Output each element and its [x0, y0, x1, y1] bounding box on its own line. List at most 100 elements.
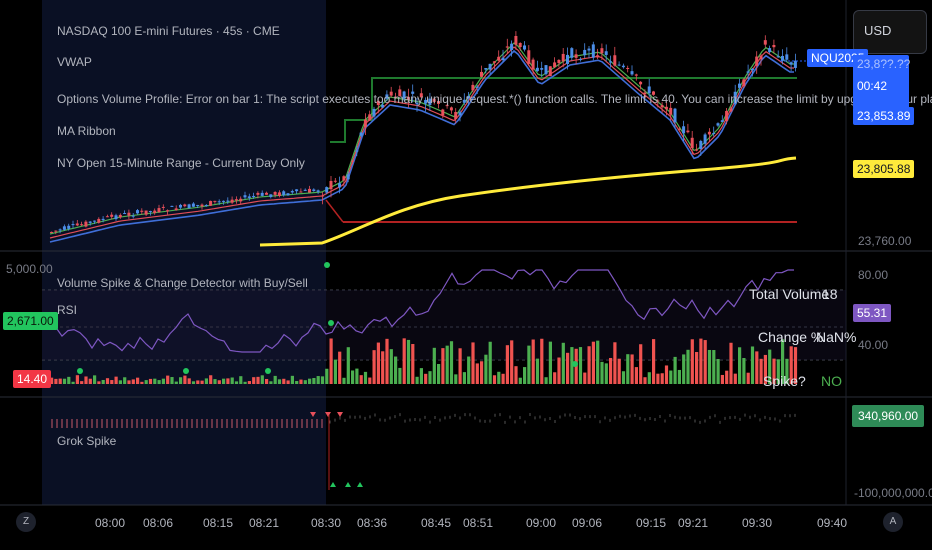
- ma-ribbon-line: [49, 46, 794, 239]
- volume-bar: [583, 372, 587, 384]
- candle-body: [282, 191, 286, 196]
- last-price-tag: 23,8??.?? 00:42: [853, 55, 911, 109]
- candle-body: [755, 56, 759, 66]
- candle-body: [664, 106, 668, 110]
- candle-body: [187, 204, 191, 209]
- volume-bar: [93, 375, 97, 384]
- spike-marker: [183, 368, 189, 374]
- candle-body: [454, 112, 458, 120]
- candle-body: [725, 110, 729, 122]
- candle-body: [656, 100, 660, 102]
- candle-body: [191, 203, 195, 207]
- candle-body: [686, 130, 690, 133]
- candle-body: [144, 210, 148, 215]
- candle-body: [148, 211, 152, 213]
- candle-body: [630, 71, 634, 75]
- indicator-ny-open-range[interactable]: NY Open 15-Minute Range - Current Day On…: [57, 156, 305, 170]
- candle-body: [355, 150, 359, 152]
- candle-body: [540, 68, 544, 70]
- indicator-ma-ribbon[interactable]: MA Ribbon: [57, 124, 116, 138]
- volume-bar: [695, 352, 699, 384]
- candle-body: [501, 57, 505, 61]
- candle-body: [342, 176, 346, 181]
- rsi-legend[interactable]: RSI: [57, 303, 78, 317]
- candle-body: [768, 48, 772, 53]
- volume-bar: [673, 356, 677, 384]
- candle-body: [488, 63, 492, 70]
- time-tick: 08:36: [356, 516, 388, 530]
- volume-bar: [247, 381, 251, 384]
- volume-bar: [187, 378, 191, 384]
- volume-bar: [729, 342, 733, 384]
- volume-bar: [660, 373, 664, 384]
- candle-body: [252, 195, 256, 197]
- volume-bar: [226, 378, 230, 384]
- sma-price-label: 23,805.88: [853, 160, 915, 178]
- candle-body: [80, 224, 84, 226]
- candle-body: [492, 61, 496, 63]
- volume-bar: [179, 377, 183, 384]
- candle-body: [247, 196, 251, 198]
- candle-body: [793, 60, 797, 68]
- candle-body: [368, 114, 372, 121]
- candle-body: [716, 123, 720, 126]
- candle-body: [776, 56, 780, 58]
- timezone-button[interactable]: Z: [16, 512, 36, 532]
- candle-body: [333, 180, 337, 182]
- volume-bar: [230, 377, 234, 384]
- candle-body: [695, 149, 698, 151]
- candle-body: [200, 204, 204, 207]
- volume-indicator-legend[interactable]: Volume Spike & Change Detector with Buy/…: [57, 276, 308, 290]
- volume-bar: [712, 350, 716, 384]
- volume-bar: [222, 378, 226, 384]
- volume-bar: [535, 358, 540, 384]
- volume-bar: [239, 376, 243, 384]
- candle-body: [299, 191, 303, 193]
- buy-signal-marker: [330, 482, 336, 487]
- volume-bar: [591, 341, 595, 384]
- volume-bar: [389, 349, 393, 384]
- volume-bar: [105, 378, 110, 384]
- candle-body: [243, 195, 247, 198]
- volume-bar: [750, 346, 755, 384]
- volume-bar: [351, 370, 355, 384]
- candle-body: [127, 212, 131, 216]
- volume-bar: [518, 377, 522, 384]
- volume-bar: [316, 376, 320, 384]
- candle-body: [402, 91, 406, 99]
- candle-body: [449, 107, 453, 111]
- auto-scale-button[interactable]: A: [883, 512, 903, 532]
- candle-body: [548, 66, 552, 77]
- volume-bar: [234, 381, 239, 384]
- candle-body: [222, 200, 225, 202]
- volume-bar: [664, 365, 669, 384]
- candle-body: [105, 216, 109, 218]
- candle-body: [230, 199, 234, 203]
- candle-body: [71, 224, 75, 226]
- volume-bar: [720, 374, 724, 384]
- candle-body: [256, 192, 260, 195]
- indicator-vwap[interactable]: VWAP: [57, 55, 92, 69]
- currency-selector-button[interactable]: USD: [853, 10, 927, 54]
- partial-price: 23,8??.??: [857, 57, 911, 71]
- indicator-options-volume-profile[interactable]: Options Volume Profile: Error on bar 1: …: [57, 92, 932, 106]
- volume-bar: [312, 377, 316, 384]
- volume-bar: [755, 351, 759, 384]
- time-tick: 08:00: [94, 516, 126, 530]
- volume-bar: [243, 381, 247, 384]
- volume-bar: [308, 378, 312, 384]
- candle-body: [553, 62, 557, 68]
- candle-body: [75, 223, 79, 226]
- grok-spike-legend[interactable]: Grok Spike: [57, 434, 117, 448]
- candle-body: [286, 193, 290, 196]
- volume-bar: [557, 357, 561, 384]
- candle-body: [738, 83, 741, 88]
- spike-value: NO: [821, 373, 842, 389]
- candle-body: [531, 59, 535, 70]
- candle-body: [385, 94, 389, 99]
- volume-bar: [768, 349, 772, 384]
- time-tick: 09:30: [741, 516, 773, 530]
- time-tick: 09:06: [571, 516, 603, 530]
- volume-bar: [148, 378, 153, 384]
